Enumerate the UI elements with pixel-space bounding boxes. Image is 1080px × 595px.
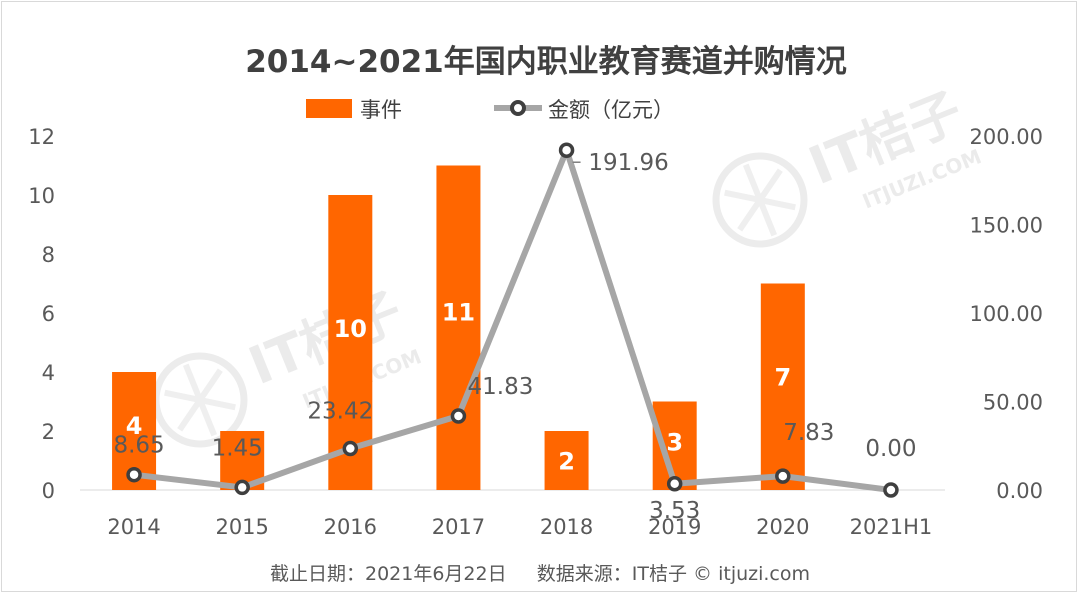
amount-data-label: 0.00 [865, 436, 916, 462]
x-tick-label: 2014 [107, 515, 160, 539]
amount-data-label: 7.83 [783, 420, 834, 446]
y-right-tick-label: 100.00 [970, 302, 1043, 326]
amount-data-label: 1.45 [212, 435, 263, 461]
y-right-tick-label: 0.00 [996, 479, 1043, 503]
y-left-tick-label: 10 [28, 184, 55, 208]
bar-2020 [760, 283, 805, 490]
legend-label-amount: 金额（亿元） [548, 98, 674, 122]
x-tick-label: 2020 [756, 515, 809, 539]
amount-point-2018 [558, 142, 575, 158]
amount-line [133, 147, 892, 493]
x-tick-label: 2019 [648, 515, 701, 539]
events-data-label: 3 [666, 428, 683, 456]
bar-2018 [544, 431, 589, 490]
watermark: IT桔子 ITJUZI.COM [703, 82, 985, 265]
x-tick-label: 2021H1 [850, 515, 933, 539]
amount-point-2016 [342, 440, 359, 457]
y-left-tick-label: 12 [28, 125, 55, 149]
amount-data-label: 191.96 [588, 150, 668, 176]
amount-point-2014 [126, 466, 142, 483]
amount-data-label: 8.65 [113, 433, 164, 459]
amount-point-2015 [234, 479, 250, 496]
y-axis-right: 0.00 50.00 100.00 150.00 200.00 [970, 125, 1043, 503]
x-axis: 2014 2015 2016 2017 2018 2019 2020 2021H1 [107, 515, 932, 539]
x-tick-label: 2017 [432, 515, 485, 539]
y-right-tick-label: 50.00 [983, 391, 1043, 415]
x-tick-label: 2016 [324, 515, 377, 539]
x-tick-label: 2015 [215, 515, 268, 539]
y-left-tick-label: 4 [42, 361, 55, 385]
events-data-label: 2 [558, 448, 575, 476]
chart-title: 2014~2021年国内职业教育赛道并购情况 [245, 44, 847, 80]
x-tick-label: 2018 [540, 515, 593, 539]
y-left-tick-label: 6 [42, 302, 55, 326]
amount-point-2019 [666, 476, 683, 492]
events-data-label: 11 [442, 299, 475, 327]
y-axis-left: 0 2 4 6 8 10 12 [28, 125, 55, 503]
legend: 事件 金额（亿元） [306, 98, 674, 122]
legend-label-events: 事件 [360, 98, 402, 122]
line-data-labels: 8.65 1.45 23.42 41.83 191.96 3.53 7.83 0.00 [113, 150, 916, 524]
y-right-tick-label: 150.00 [970, 214, 1043, 238]
bar-2017 [436, 165, 481, 490]
amount-point-2017 [450, 408, 467, 424]
legend-bar-swatch [306, 99, 352, 118]
amount-data-label: 23.42 [307, 399, 373, 425]
amount-data-label: 41.83 [468, 374, 534, 400]
events-data-label: 10 [334, 315, 367, 343]
bar-data-labels: 4 10 11 2 3 7 [126, 299, 791, 476]
legend-line-marker [510, 100, 526, 116]
y-right-tick-label: 200.00 [970, 125, 1043, 149]
y-left-tick-label: 0 [42, 479, 55, 503]
y-left-tick-label: 2 [42, 420, 55, 444]
amount-data-label: 3.53 [649, 498, 700, 524]
y-left-tick-label: 8 [42, 243, 55, 267]
events-data-label: 7 [774, 363, 791, 391]
footer-note: 截止日期：2021年6月22日 数据来源：IT桔子 © itjuzi.com [270, 563, 810, 585]
events-data-label: 4 [126, 412, 143, 440]
line-series [126, 142, 899, 498]
amount-point-2021H1 [883, 482, 899, 498]
amount-point-2020 [775, 468, 791, 484]
